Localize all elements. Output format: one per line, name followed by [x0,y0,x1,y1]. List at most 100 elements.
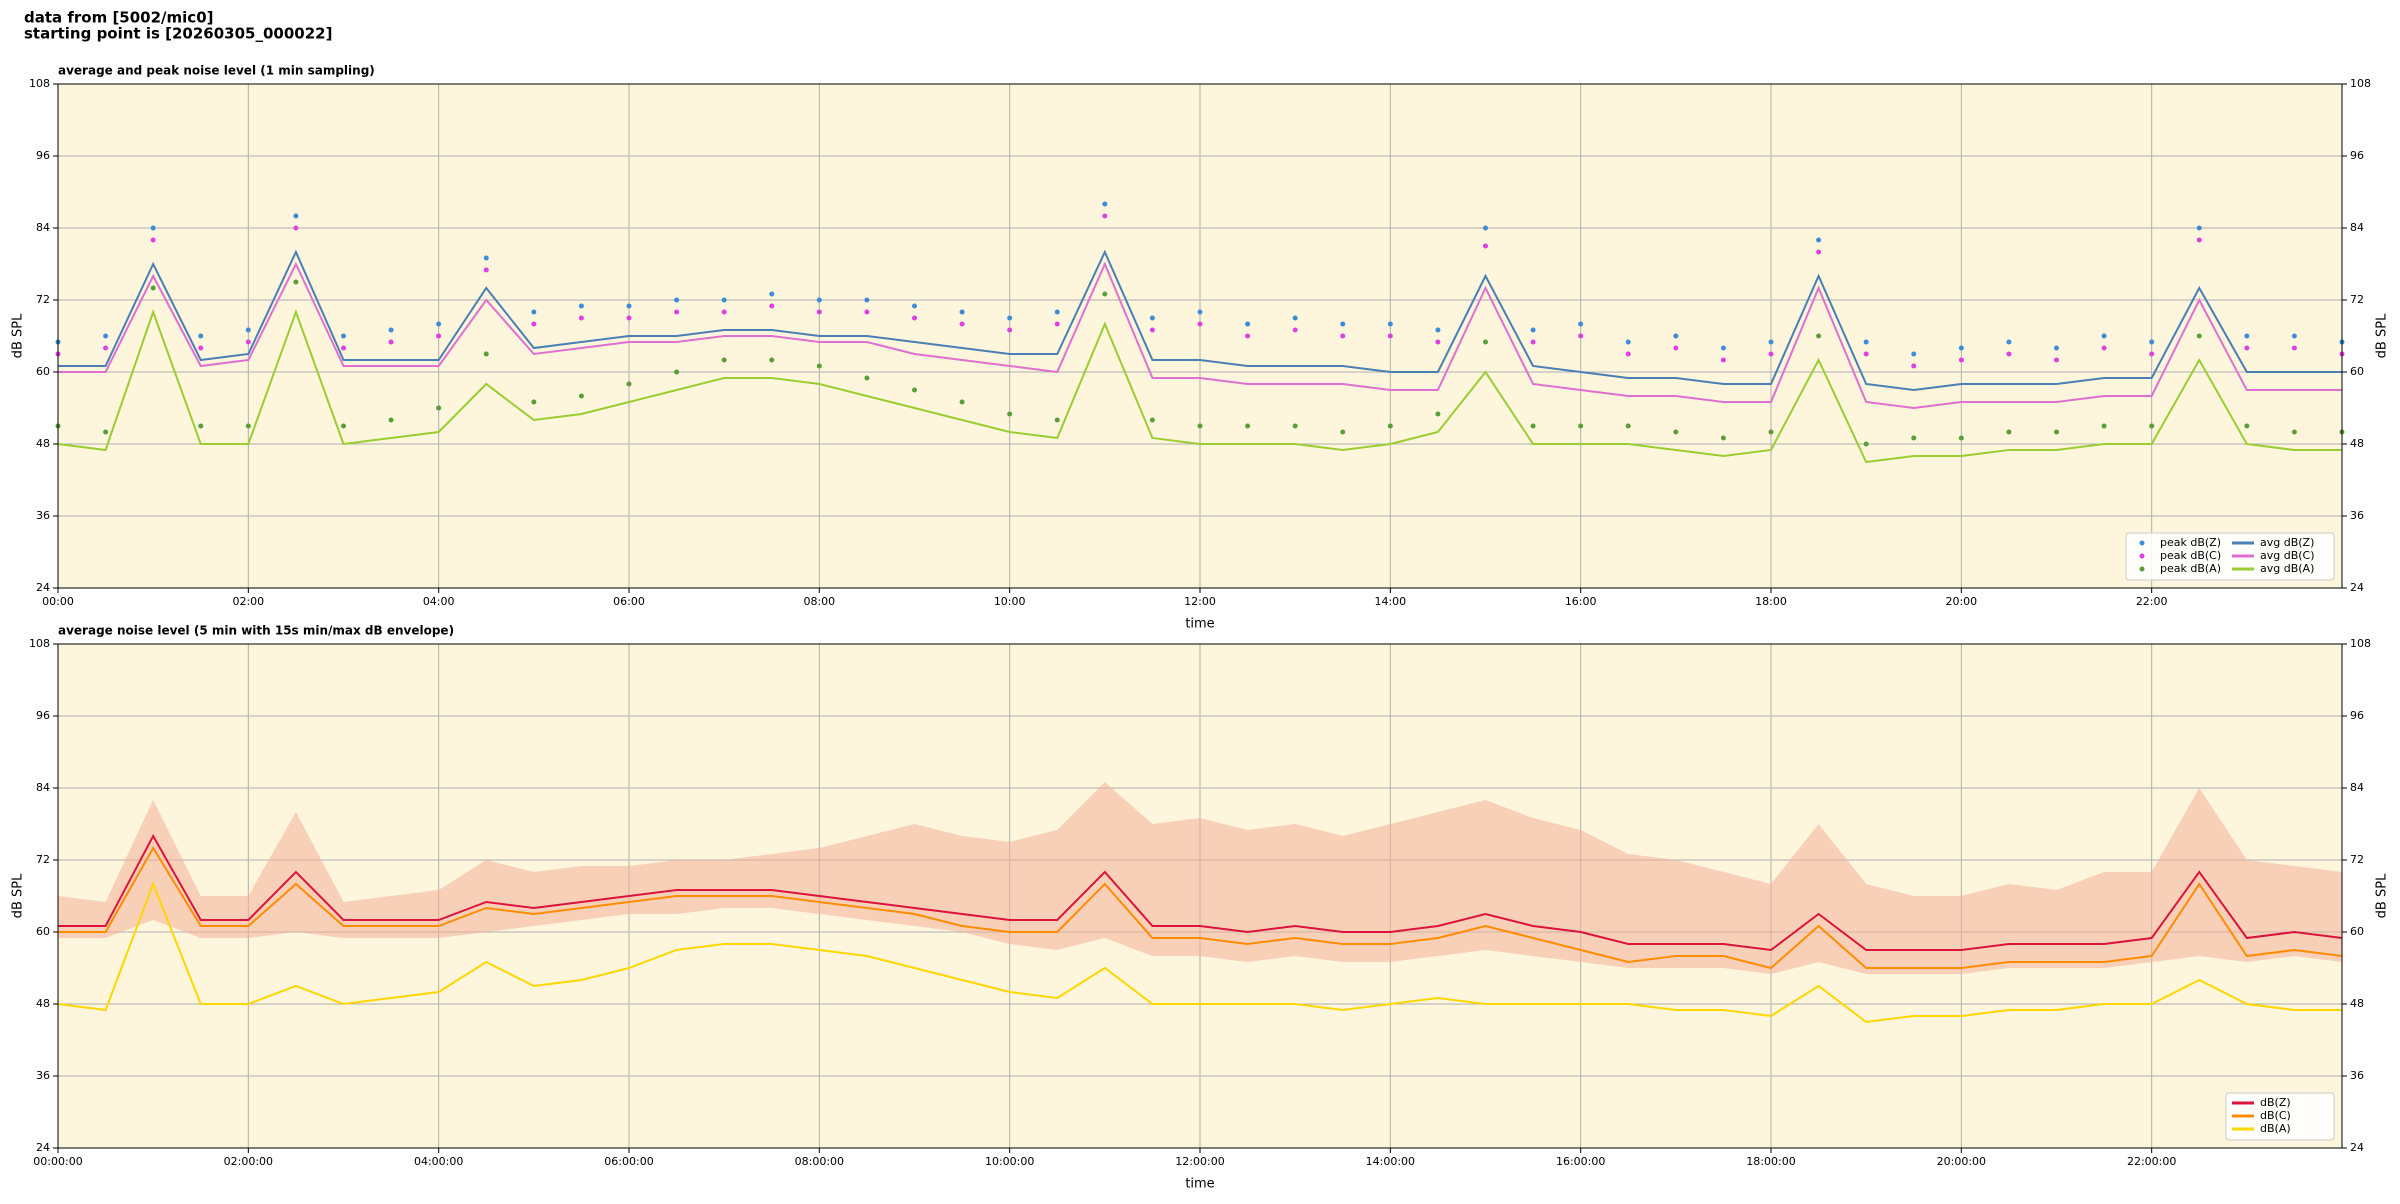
peak-point [1483,243,1488,249]
peak-point [578,303,584,309]
legend-label: dB(Z) [2260,1096,2291,1109]
y-tick-label: 60 [36,365,50,378]
peak-point [864,297,870,303]
y-tick-label: 96 [2350,149,2364,162]
peak-point [2054,429,2059,435]
peak-point [1958,357,1964,363]
legend-marker [2139,566,2145,572]
legend-label: dB(C) [2260,1109,2291,1122]
x-tick-label: 22:00:00 [2127,1155,2176,1168]
chart-title: average and peak noise level (1 min samp… [58,64,375,78]
peak-point [1530,423,1536,429]
peak-point [1245,423,1251,429]
peak-point [293,213,299,219]
peak-point [1102,213,1108,219]
x-tick-label: 20:00:00 [1937,1155,1986,1168]
peak-point [1102,201,1108,207]
x-tick-label: 10:00:00 [985,1155,1034,1168]
legend-label: peak dB(A) [2160,562,2221,575]
peak-point [103,429,109,435]
legend-box [2125,532,2335,581]
peak-point [816,297,822,303]
peak-point [2291,345,2297,351]
peak-point [2054,357,2059,363]
peak-point [103,345,109,351]
y-tick-label: 24 [2350,581,2364,594]
y-tick-label: 96 [36,709,50,722]
x-tick-label: 04:00:00 [414,1155,463,1168]
peak-point [2006,351,2012,357]
peak-point [2101,423,2107,429]
peak-point [2101,333,2107,339]
peak-point [1768,339,1774,345]
y-tick-label: 48 [36,437,50,450]
peak-point [388,417,394,423]
x-tick-label: 18:00 [1755,595,1787,608]
peak-point [2149,423,2155,429]
peak-point [1578,423,1584,429]
peak-point [150,225,156,231]
peak-point [912,303,917,309]
legend-marker [2139,553,2145,559]
y-tick-label: 72 [2350,853,2364,866]
peak-point [198,423,204,429]
legend: dB(Z)dB(C)dB(A) [2225,1092,2335,1141]
peak-point [2244,423,2250,429]
peak-point [1102,291,1108,297]
peak-point [769,303,775,309]
chart-title: average noise level (5 min with 15s min/… [58,624,454,638]
peak-point [2006,429,2012,435]
x-tick-label: 10:00 [994,595,1026,608]
peak-point [1625,423,1631,429]
y-axis-label: dB SPL [11,873,26,918]
peak-point [912,387,917,393]
y-axis-label: dB SPL [2375,873,2390,918]
peak-point [341,345,346,351]
peak-point [198,345,204,351]
peak-point [1197,423,1203,429]
peak-point [1245,321,1251,327]
peak-point [483,255,489,261]
peak-point [959,321,965,327]
legend-label: peak dB(C) [2160,549,2221,562]
x-tick-label: 14:00:00 [1366,1155,1415,1168]
peak-point [626,381,632,387]
peak-point [531,309,537,315]
y-tick-label: 96 [36,149,50,162]
peak-point [1720,357,1726,363]
peak-point [2149,351,2155,357]
y-tick-label: 108 [29,637,50,650]
peak-point [1340,333,1346,339]
peak-point [483,267,489,273]
y-tick-label: 36 [36,509,50,522]
y-tick-label: 108 [29,77,50,90]
peak-point [2054,345,2059,351]
peak-point [2006,339,2012,345]
peak-point [2101,345,2107,351]
y-tick-label: 108 [2350,77,2371,90]
peak-point [1007,315,1013,321]
legend: peak dB(Z)peak dB(C)peak dB(A)avg dB(Z)a… [2125,532,2335,581]
peak-point [721,357,727,363]
legend-marker [2139,540,2145,546]
peak-point [2291,429,2297,435]
header-line: data from [5002/mic0] [24,9,214,27]
peak-point [2291,333,2297,339]
peak-point [1292,315,1298,321]
peak-point [959,309,965,315]
series-line [58,833,2343,952]
y-axis-label: dB SPL [11,313,26,358]
series-line [58,261,2342,410]
y-tick-label: 24 [2350,1141,2364,1154]
y-tick-label: 84 [36,221,50,234]
y-tick-label: 72 [36,293,50,306]
y-tick-label: 36 [2350,509,2364,522]
peak-point [1483,339,1488,345]
y-tick-label: 72 [2350,293,2364,306]
x-tick-label: 16:00 [1565,595,1597,608]
peak-point [341,333,346,339]
peak-point [578,393,584,399]
peak-point [2196,225,2202,231]
peak-point [626,303,632,309]
